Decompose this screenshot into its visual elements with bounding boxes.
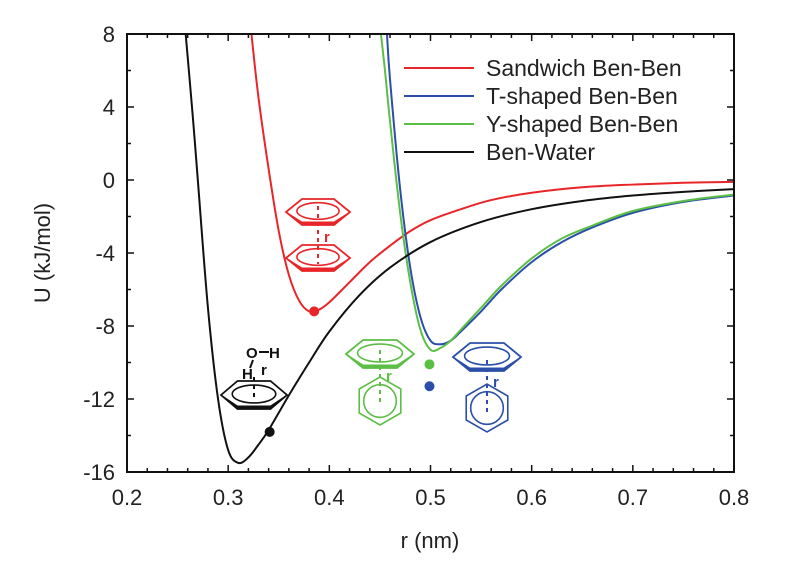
x-tick-label: 0.4 <box>314 485 345 510</box>
y-tick-label: -12 <box>83 387 115 412</box>
r-label: r <box>324 229 330 246</box>
legend-label: Y-shaped Ben-Ben <box>486 111 678 137</box>
curves-layer <box>184 34 734 465</box>
x-tick-label: 0.3 <box>213 485 244 510</box>
x-tick-label: 0.2 <box>112 485 143 510</box>
hydrogen-atom: H <box>242 366 253 383</box>
y-tick-label: -16 <box>83 460 115 485</box>
y-tick-label: 4 <box>103 95 115 120</box>
legend-label: T-shaped Ben-Ben <box>486 83 678 109</box>
sandwich-structure: r <box>284 198 352 272</box>
oxygen-atom: O <box>246 345 258 362</box>
water-marker <box>264 426 275 437</box>
y-axis-title: U (kJ/mol) <box>30 203 55 303</box>
y-tick-label: 0 <box>103 168 115 193</box>
r-label: r <box>261 362 267 379</box>
x-axis-title: r (nm) <box>401 528 460 553</box>
r-label: r <box>386 368 392 385</box>
markers-layer <box>264 306 435 437</box>
structures-layer: rO HH r r r <box>219 198 523 433</box>
y-tick-label: -4 <box>95 241 115 266</box>
y-shaped-structure: r <box>344 339 416 426</box>
series-line-y-shaped-ben-ben <box>379 34 734 352</box>
y-tick-label: -8 <box>95 314 115 339</box>
legend-label: Ben-Water <box>486 139 595 165</box>
tick-labels-layer: 0.2 0.3 0.4 0.5 0.6 0.7 0.8 8 4 0 -4 -8 -12 -16 <box>83 22 749 510</box>
ticks-layer <box>126 33 735 473</box>
t-shaped-structure: r <box>451 342 523 433</box>
water-structure: O HH r <box>219 345 289 410</box>
series-line-ben-water <box>184 34 734 465</box>
y-tick-label: 8 <box>103 22 115 47</box>
legend-label: Sandwich Ben-Ben <box>486 55 682 81</box>
x-tick-label: 0.5 <box>415 485 446 510</box>
y-shaped-marker <box>424 359 435 370</box>
sandwich-min-marker <box>309 306 320 317</box>
x-tick-label: 0.6 <box>516 485 547 510</box>
r-label: r <box>493 374 499 391</box>
series-line-t-shaped-ben-ben <box>386 34 734 346</box>
x-tick-label: 0.8 <box>719 485 750 510</box>
t-shaped-marker <box>424 381 435 392</box>
series-line-sandwich-ben-ben <box>250 34 734 313</box>
x-tick-label: 0.7 <box>618 485 649 510</box>
hydrogen-atom: H <box>269 345 280 362</box>
